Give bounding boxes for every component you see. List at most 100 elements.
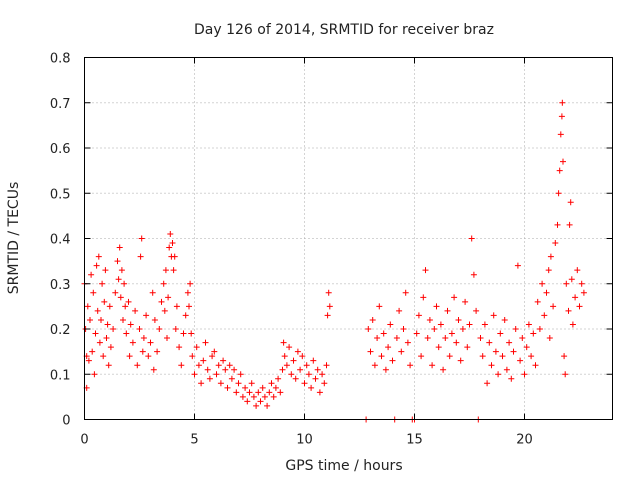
data-point bbox=[224, 384, 231, 391]
data-point bbox=[565, 307, 572, 314]
data-point bbox=[407, 362, 414, 369]
data-point bbox=[415, 312, 422, 319]
grid bbox=[84, 57, 613, 420]
data-point bbox=[187, 280, 194, 287]
data-point bbox=[326, 303, 333, 310]
data-point bbox=[546, 335, 553, 342]
data-point bbox=[424, 335, 431, 342]
data-point bbox=[184, 289, 191, 296]
data-point bbox=[122, 303, 129, 310]
data-point bbox=[178, 362, 185, 369]
data-point bbox=[136, 326, 143, 332]
data-point bbox=[292, 375, 299, 382]
y-tick-label: 0.4 bbox=[50, 233, 71, 248]
data-point bbox=[495, 371, 502, 378]
data-point bbox=[204, 366, 211, 373]
data-point bbox=[202, 339, 209, 346]
data-point bbox=[171, 253, 178, 260]
data-point bbox=[376, 303, 383, 310]
data-point bbox=[294, 348, 301, 355]
data-point bbox=[89, 348, 96, 355]
data-point bbox=[519, 335, 526, 342]
data-point bbox=[305, 371, 312, 378]
data-point bbox=[319, 371, 326, 378]
x-tick-label: 0 bbox=[80, 433, 88, 448]
data-point bbox=[400, 326, 407, 332]
x-tick-label: 15 bbox=[406, 433, 423, 448]
data-point bbox=[235, 380, 242, 387]
data-point bbox=[112, 289, 119, 296]
data-point bbox=[126, 353, 133, 360]
data-point bbox=[308, 384, 315, 391]
data-point bbox=[84, 303, 91, 310]
data-point bbox=[270, 393, 277, 400]
data-point bbox=[137, 253, 144, 260]
data-point bbox=[189, 353, 196, 360]
data-point bbox=[468, 235, 475, 242]
data-point bbox=[576, 303, 583, 310]
data-point bbox=[568, 276, 575, 283]
data-point bbox=[158, 298, 165, 305]
data-point bbox=[162, 267, 169, 274]
x-tick-label: 20 bbox=[516, 433, 533, 448]
data-point bbox=[129, 339, 136, 346]
data-point bbox=[283, 362, 290, 369]
data-point bbox=[143, 312, 150, 319]
data-point bbox=[437, 321, 444, 328]
data-point bbox=[371, 362, 378, 369]
data-point bbox=[556, 167, 563, 174]
data-point bbox=[492, 348, 499, 355]
data-point bbox=[288, 371, 295, 378]
data-point bbox=[166, 244, 173, 251]
data-point bbox=[431, 326, 438, 332]
data-point bbox=[530, 330, 537, 337]
data-point bbox=[266, 389, 273, 396]
data-point bbox=[477, 335, 484, 342]
data-point bbox=[290, 357, 297, 364]
data-point bbox=[160, 280, 167, 287]
data-point bbox=[378, 353, 385, 360]
data-point bbox=[145, 353, 152, 360]
data-point bbox=[560, 158, 566, 165]
data-point bbox=[374, 335, 381, 342]
data-point bbox=[261, 393, 268, 400]
data-point bbox=[486, 339, 493, 346]
data-point bbox=[164, 335, 170, 342]
data-point bbox=[554, 221, 561, 228]
data-point bbox=[120, 316, 126, 323]
data-point bbox=[389, 357, 396, 364]
data-point bbox=[558, 113, 565, 120]
data-point bbox=[88, 271, 95, 278]
data-point bbox=[479, 353, 486, 360]
data-point bbox=[541, 312, 548, 319]
data-point bbox=[314, 366, 321, 373]
data-point bbox=[559, 99, 566, 106]
data-point bbox=[418, 353, 425, 360]
x-axis-label: GPS time / hours bbox=[285, 458, 402, 474]
data-point bbox=[448, 330, 455, 337]
data-point bbox=[385, 344, 392, 351]
data-point bbox=[506, 339, 513, 346]
data-point bbox=[264, 402, 271, 409]
data-point bbox=[510, 348, 517, 355]
data-point bbox=[545, 267, 552, 274]
data-point bbox=[231, 366, 238, 373]
data-point bbox=[297, 366, 304, 373]
data-point bbox=[534, 298, 541, 305]
data-point bbox=[557, 131, 564, 138]
data-point bbox=[382, 366, 389, 373]
data-point bbox=[440, 366, 447, 373]
data-point bbox=[259, 384, 266, 391]
data-point bbox=[90, 289, 97, 296]
data-point bbox=[323, 362, 330, 369]
data-point bbox=[150, 366, 157, 373]
data-point bbox=[275, 375, 282, 382]
data-point bbox=[429, 362, 436, 369]
y-tick-label: 0.1 bbox=[50, 368, 71, 383]
data-point bbox=[139, 348, 146, 355]
data-point bbox=[226, 362, 233, 369]
data-point bbox=[413, 330, 420, 337]
data-point bbox=[503, 366, 510, 373]
data-point bbox=[453, 339, 460, 346]
data-point bbox=[490, 312, 497, 319]
